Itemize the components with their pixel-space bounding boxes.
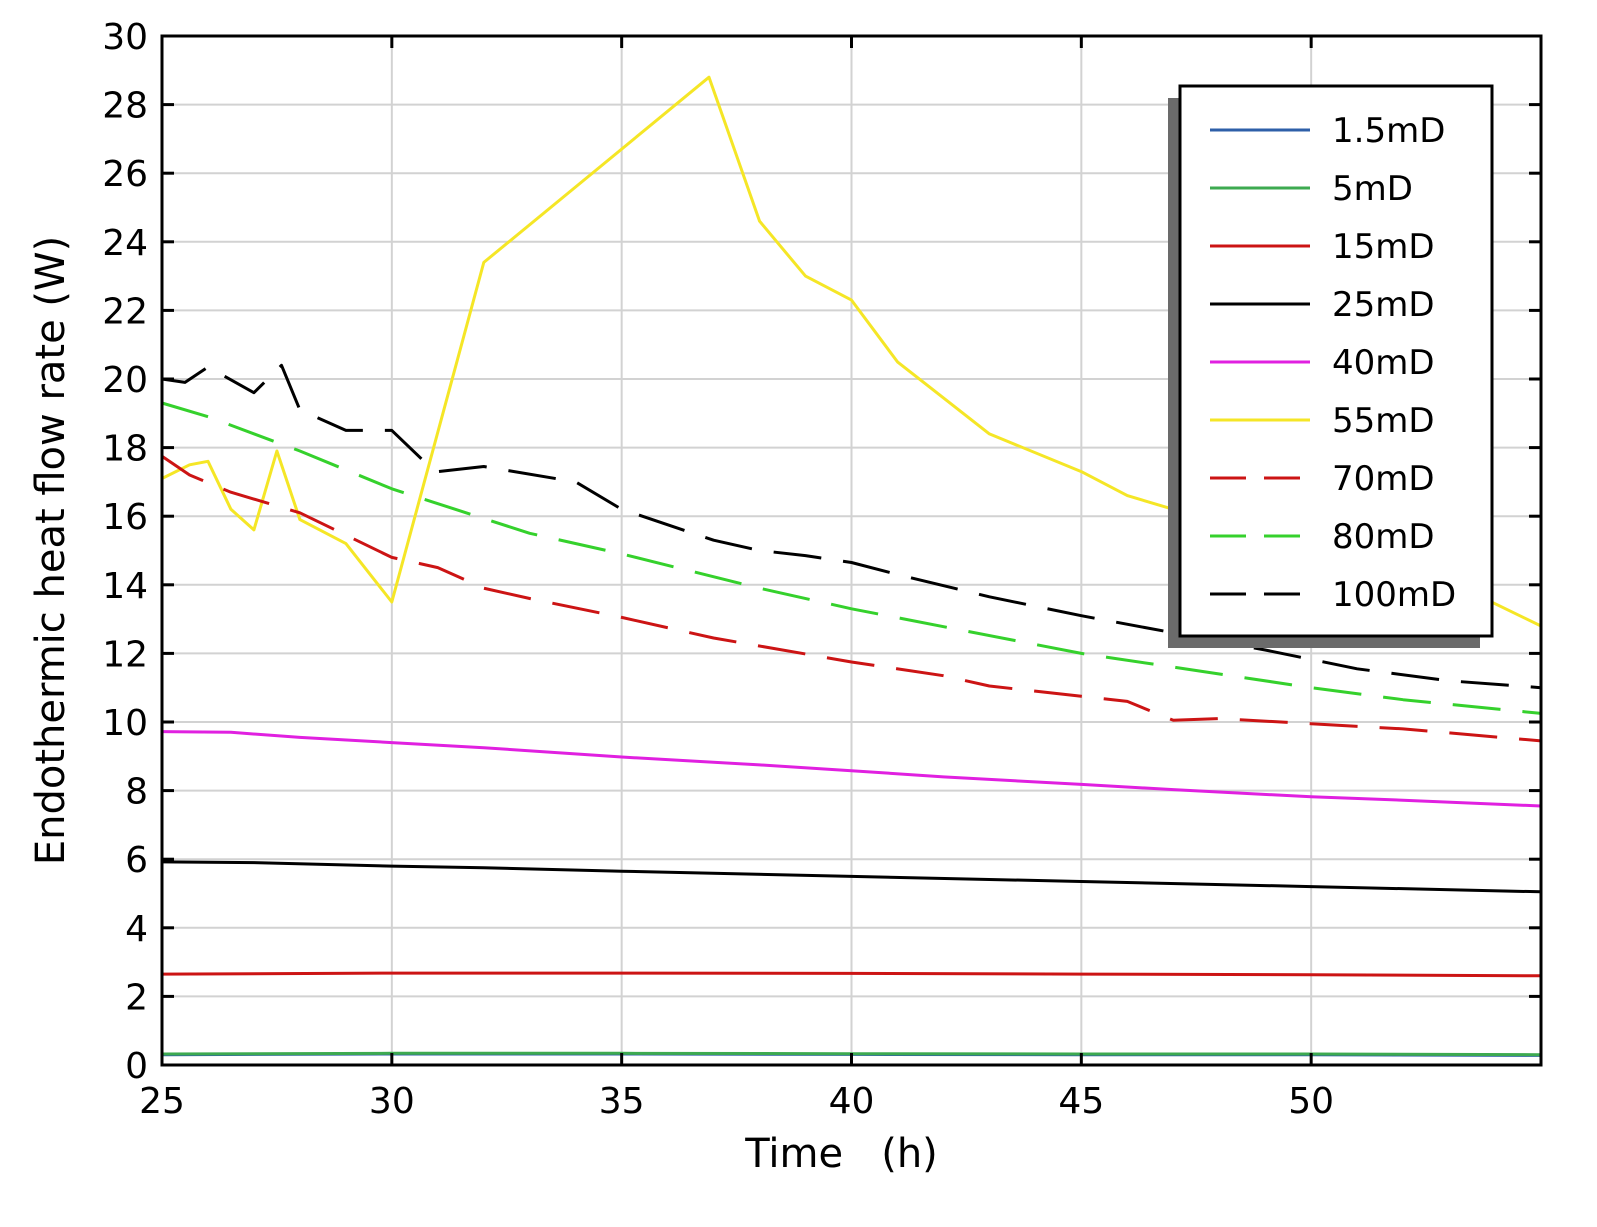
- x-tick-label: 40: [829, 1081, 875, 1122]
- series-line-80mD: [161, 401, 1542, 715]
- y-axis-label: Endothermic heat flow rate (W): [28, 236, 74, 865]
- y-tick-label: 10: [102, 703, 148, 744]
- y-tick-label: 0: [125, 1046, 148, 1087]
- y-tick-label: 24: [102, 223, 148, 264]
- series-line-40mD: [161, 730, 1542, 808]
- series-line-70mD: [161, 454, 1542, 743]
- y-tick-label: 16: [102, 497, 148, 538]
- x-tick-label: 30: [369, 1081, 415, 1122]
- legend-entry-label: 5mD: [1332, 169, 1413, 209]
- series-line-100mD: [161, 363, 1542, 690]
- series-line-15mD: [161, 971, 1542, 978]
- legend-entry-label: 80mD: [1332, 517, 1435, 557]
- legend: 1.5mD 5mD 15mD 25mD 40mD 55mD 70mD 80mD 100mD: [1168, 84, 1494, 648]
- series-line-25mD: [161, 860, 1542, 894]
- x-tick-label: 35: [599, 1081, 645, 1122]
- y-tick-label: 14: [102, 566, 148, 607]
- legend-entry-label: 15mD: [1332, 227, 1435, 267]
- y-tick-label: 2: [125, 977, 148, 1018]
- legend-entry-label: 70mD: [1332, 459, 1435, 499]
- y-tick-label: 12: [102, 634, 148, 675]
- y-tick-label: 18: [102, 429, 148, 470]
- axis-ticks: [160, 34, 1541, 1067]
- x-tick-label: 25: [139, 1081, 185, 1122]
- x-tick-label: 50: [1288, 1081, 1334, 1122]
- legend-entry-label: 25mD: [1332, 285, 1435, 325]
- y-tick-label: 8: [125, 772, 148, 813]
- legend-entry-label: 1.5mD: [1332, 111, 1445, 151]
- x-tick-label: 45: [1058, 1081, 1104, 1122]
- y-tick-label: 22: [102, 291, 148, 332]
- legend-entry-label: 55mD: [1332, 401, 1435, 441]
- x-axis-label: Time (h): [744, 1131, 938, 1177]
- y-tick-label: 4: [125, 909, 148, 950]
- y-tick-label: 20: [102, 360, 148, 401]
- legend-entry-label: 100mD: [1332, 575, 1456, 615]
- y-tick-label: 28: [102, 86, 148, 127]
- y-tick-label: 6: [125, 840, 148, 881]
- legend-entry-label: 40mD: [1332, 343, 1435, 383]
- y-tick-label: 30: [102, 17, 148, 58]
- y-tick-label: 26: [102, 154, 148, 195]
